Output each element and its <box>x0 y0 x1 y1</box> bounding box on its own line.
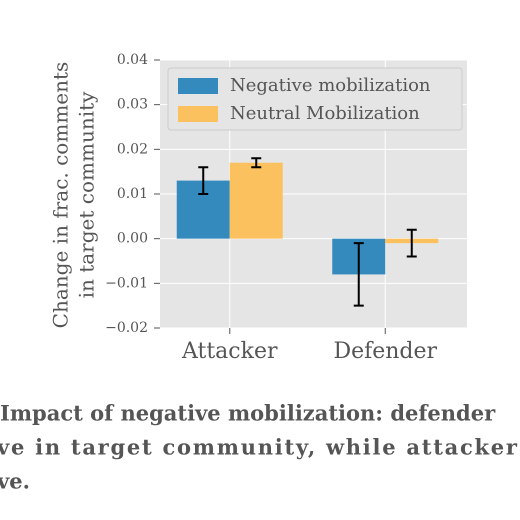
legend-label: Neutral Mobilization <box>230 103 420 124</box>
error-bar <box>406 228 417 258</box>
error-bar <box>251 157 262 169</box>
y-tick-label: 0.01 <box>117 186 148 202</box>
legend-swatch <box>178 106 218 122</box>
x-tick-label: Attacker <box>181 339 278 364</box>
legend-swatch <box>178 78 218 94</box>
error-bar <box>198 166 209 195</box>
bar <box>229 162 283 239</box>
x-tick-label: Defender <box>333 339 437 364</box>
caption-line: Impact of negative mobilization: defende… <box>0 401 496 426</box>
y-axis-label: in target community <box>75 91 99 299</box>
y-tick-label: 0.00 <box>117 231 148 247</box>
y-tick-label: −0.02 <box>105 320 148 336</box>
y-tick-label: −0.01 <box>105 275 148 291</box>
y-tick-label: 0.02 <box>117 141 148 157</box>
y-tick-label: 0.04 <box>117 52 148 68</box>
y-tick-label: 0.03 <box>117 97 148 113</box>
legend-box <box>167 67 463 131</box>
caption-line: ve. <box>0 469 30 494</box>
legend-label: Negative mobilization <box>230 75 431 96</box>
error-bar <box>353 242 364 307</box>
caption-line: ve in target community, while attacker <box>0 435 518 460</box>
y-axis-label: Change in frac. comments <box>49 62 73 329</box>
